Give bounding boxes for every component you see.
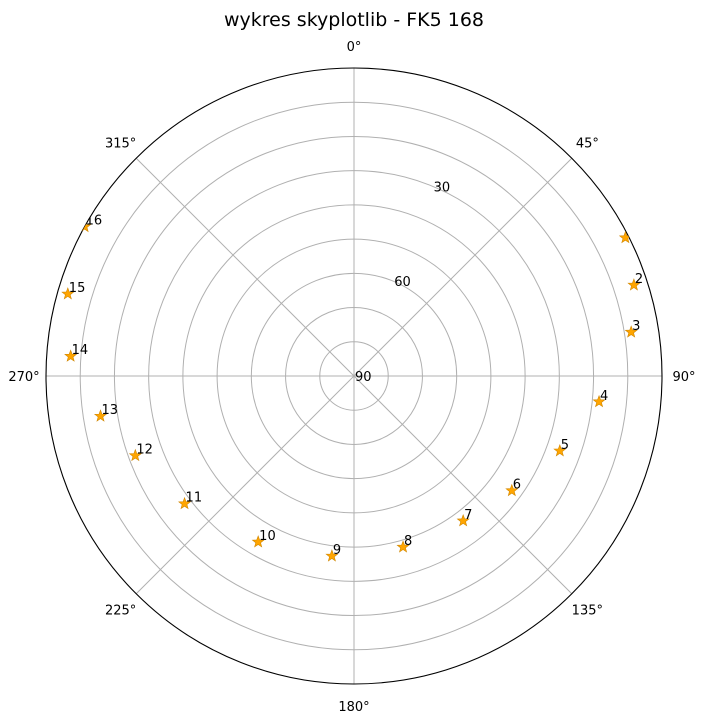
point-14: 14 [64,343,89,362]
elevation-tick-30: 30 [434,180,451,195]
azimuth-gridline-45 [353,157,573,377]
point-label-14: 14 [72,343,89,358]
azimuth-tick-180: 180° [338,700,369,715]
star-marker-12 [128,448,142,462]
point-label-9: 9 [333,543,341,558]
azimuth-gridline-135 [353,375,573,595]
star-marker-7 [456,513,470,527]
point-2: 2 [627,272,643,291]
star-marker-5 [553,444,567,457]
polar-grid [46,68,662,684]
point-13: 13 [93,403,118,422]
point-label-4: 4 [600,389,608,404]
point-label-7: 7 [464,508,472,523]
star-marker-8 [396,540,410,553]
azimuth-tick-225: 225° [105,603,136,618]
point-3: 3 [624,319,640,338]
star-marker-3 [624,325,638,338]
chart-title: wykres skyplotlib - FK5 168 [224,9,484,31]
azimuth-tick-135: 135° [572,603,603,618]
azimuth-tick-labels: 0° 45° 90° 135° 180° 225° 270° 315° [8,40,695,715]
point-label-8: 8 [404,534,412,549]
azimuth-gridline-225 [135,375,355,595]
point-label-15: 15 [69,281,86,296]
point-7: 7 [456,508,472,527]
star-marker-13 [93,409,108,422]
polar-outline [45,67,663,685]
star-marker-6 [505,483,519,497]
point-label-11: 11 [186,491,203,506]
point-15: 15 [61,281,86,300]
point-8: 8 [396,534,412,553]
point-6: 6 [505,478,521,497]
elevation-tick-90: 90 [355,370,372,385]
point-11: 11 [178,491,203,510]
point-label-3: 3 [632,319,640,334]
point-4: 4 [592,389,608,408]
azimuth-tick-90: 90° [672,370,695,385]
azimuth-gridline-315 [135,157,355,377]
point-label-5: 5 [561,438,569,453]
azimuth-tick-45: 45° [576,137,599,152]
point-label-10: 10 [259,529,276,544]
point-label-1: 1 [626,225,634,240]
point-9: 9 [325,543,341,562]
point-12: 12 [128,443,153,462]
point-10: 10 [251,529,276,548]
elevation-tick-labels: 90 60 30 [355,180,450,385]
azimuth-tick-0: 0° [347,40,362,55]
azimuth-tick-270: 270° [8,370,39,385]
star-marker-15 [61,287,75,300]
point-label-6: 6 [513,478,521,493]
star-marker-4 [592,394,606,408]
star-marker-14 [64,349,78,362]
star-marker-10 [251,535,265,548]
point-label-16: 16 [86,214,103,229]
star-marker-2 [627,278,641,291]
point-label-13: 13 [101,403,118,418]
azimuth-tick-315: 315° [105,137,136,152]
point-label-12: 12 [136,443,153,458]
star-marker-11 [178,496,192,510]
elevation-tick-60: 60 [394,275,411,290]
star-marker-9 [325,549,339,562]
point-label-2: 2 [635,272,643,287]
point-5: 5 [553,438,569,457]
